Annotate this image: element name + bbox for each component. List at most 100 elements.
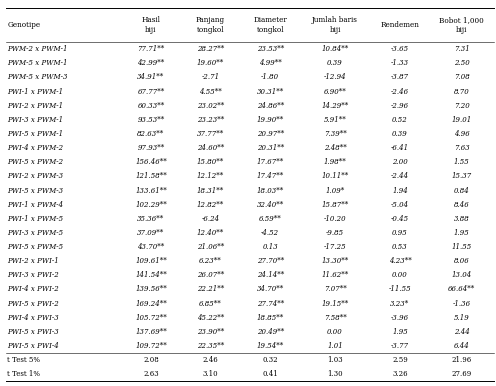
Text: 3.10: 3.10 bbox=[203, 370, 218, 378]
Text: 23.90**: 23.90** bbox=[197, 328, 224, 336]
Text: -2.44: -2.44 bbox=[391, 173, 409, 180]
Text: 0.00: 0.00 bbox=[327, 328, 343, 336]
Text: PWI-5 x PWI-2: PWI-5 x PWI-2 bbox=[7, 300, 59, 308]
Text: 24.60**: 24.60** bbox=[197, 144, 224, 152]
Text: 11.62**: 11.62** bbox=[321, 271, 349, 279]
Text: -3.65: -3.65 bbox=[391, 45, 409, 53]
Text: 43.70**: 43.70** bbox=[137, 243, 165, 251]
Text: 14.29**: 14.29** bbox=[321, 102, 349, 110]
Text: -11.55: -11.55 bbox=[388, 286, 411, 293]
Text: 12.40**: 12.40** bbox=[197, 229, 224, 237]
Text: 23.02**: 23.02** bbox=[197, 102, 224, 110]
Text: 19.15**: 19.15** bbox=[321, 300, 349, 308]
Text: PWI-1 x PWM-4: PWI-1 x PWM-4 bbox=[7, 201, 63, 209]
Text: -9.85: -9.85 bbox=[326, 229, 344, 237]
Text: 15.87**: 15.87** bbox=[321, 201, 349, 209]
Text: 133.61**: 133.61** bbox=[135, 186, 167, 195]
Text: 0.39: 0.39 bbox=[392, 130, 408, 138]
Text: PWI-5 x PWM-5: PWI-5 x PWM-5 bbox=[7, 243, 63, 251]
Text: PWI-2 x PWM-1: PWI-2 x PWM-1 bbox=[7, 102, 63, 110]
Text: 137.69**: 137.69** bbox=[135, 328, 167, 336]
Text: 22.21**: 22.21** bbox=[197, 286, 224, 293]
Text: 1.09*: 1.09* bbox=[325, 186, 345, 195]
Text: 2.63: 2.63 bbox=[143, 370, 159, 378]
Text: Bobot 1,000
biji: Bobot 1,000 biji bbox=[439, 16, 484, 34]
Text: 0.13: 0.13 bbox=[262, 243, 278, 251]
Text: PWM-2 x PWM-1: PWM-2 x PWM-1 bbox=[7, 45, 68, 53]
Text: -1.36: -1.36 bbox=[452, 300, 471, 308]
Text: 19.54**: 19.54** bbox=[256, 342, 284, 350]
Text: 18.85**: 18.85** bbox=[256, 314, 284, 322]
Text: 1.94: 1.94 bbox=[392, 186, 408, 195]
Text: 2.44: 2.44 bbox=[454, 328, 470, 336]
Text: -6.24: -6.24 bbox=[201, 215, 220, 223]
Text: -0.45: -0.45 bbox=[391, 215, 409, 223]
Text: Hasil
biji: Hasil biji bbox=[141, 16, 160, 34]
Text: 3.88: 3.88 bbox=[454, 215, 470, 223]
Text: 24.14**: 24.14** bbox=[256, 271, 284, 279]
Text: 0.84: 0.84 bbox=[454, 186, 470, 195]
Text: -17.25: -17.25 bbox=[324, 243, 346, 251]
Text: 0.52: 0.52 bbox=[392, 116, 408, 124]
Text: 20.31**: 20.31** bbox=[256, 144, 284, 152]
Text: 21.96: 21.96 bbox=[451, 356, 472, 364]
Text: -2.96: -2.96 bbox=[391, 102, 409, 110]
Text: 34.91**: 34.91** bbox=[137, 73, 165, 81]
Text: t Test 1%: t Test 1% bbox=[7, 370, 41, 378]
Text: 19.90**: 19.90** bbox=[256, 116, 284, 124]
Text: 121.58**: 121.58** bbox=[135, 173, 167, 180]
Text: 10.11**: 10.11** bbox=[321, 173, 349, 180]
Text: 45.22**: 45.22** bbox=[197, 314, 224, 322]
Text: PWM-5 x PWM-1: PWM-5 x PWM-1 bbox=[7, 59, 68, 67]
Text: 24.86**: 24.86** bbox=[256, 102, 284, 110]
Text: 27.69: 27.69 bbox=[451, 370, 472, 378]
Text: 23.53**: 23.53** bbox=[256, 45, 284, 53]
Text: 109.72**: 109.72** bbox=[135, 342, 167, 350]
Text: 19.01: 19.01 bbox=[451, 116, 472, 124]
Text: 1.01: 1.01 bbox=[327, 342, 343, 350]
Text: Panjang
tongkol: Panjang tongkol bbox=[196, 16, 225, 34]
Text: 11.55: 11.55 bbox=[451, 243, 472, 251]
Text: 42.99**: 42.99** bbox=[137, 59, 165, 67]
Text: 0.32: 0.32 bbox=[262, 356, 278, 364]
Text: 20.97**: 20.97** bbox=[256, 130, 284, 138]
Text: PWI-5 x PWM-3: PWI-5 x PWM-3 bbox=[7, 186, 63, 195]
Text: PWI-3 x PWI-2: PWI-3 x PWI-2 bbox=[7, 271, 59, 279]
Text: PWM-5 x PWM-3: PWM-5 x PWM-3 bbox=[7, 73, 68, 81]
Text: 2.59: 2.59 bbox=[392, 356, 408, 364]
Text: 17.47**: 17.47** bbox=[256, 173, 284, 180]
Text: 15.80**: 15.80** bbox=[197, 158, 224, 166]
Text: PWI-5 x PWI-4: PWI-5 x PWI-4 bbox=[7, 342, 59, 350]
Text: 32.40**: 32.40** bbox=[256, 201, 284, 209]
Text: 82.63**: 82.63** bbox=[137, 130, 165, 138]
Text: -1.33: -1.33 bbox=[391, 59, 409, 67]
Text: PWI-5 x PWM-2: PWI-5 x PWM-2 bbox=[7, 158, 63, 166]
Text: PWI-1 x PWM-5: PWI-1 x PWM-5 bbox=[7, 215, 63, 223]
Text: 8.70: 8.70 bbox=[454, 88, 470, 96]
Text: 1.55: 1.55 bbox=[454, 158, 470, 166]
Text: -2.46: -2.46 bbox=[391, 88, 409, 96]
Text: 1.95: 1.95 bbox=[454, 229, 470, 237]
Text: 12.12**: 12.12** bbox=[197, 173, 224, 180]
Text: 2.08: 2.08 bbox=[143, 356, 159, 364]
Text: 97.93**: 97.93** bbox=[137, 144, 165, 152]
Text: 22.35**: 22.35** bbox=[197, 342, 224, 350]
Text: 7.63: 7.63 bbox=[454, 144, 470, 152]
Text: 93.53**: 93.53** bbox=[137, 116, 165, 124]
Text: Genotipe: Genotipe bbox=[7, 21, 41, 29]
Text: 18.31**: 18.31** bbox=[197, 186, 224, 195]
Text: 15.37: 15.37 bbox=[451, 173, 472, 180]
Text: 109.61**: 109.61** bbox=[135, 257, 167, 265]
Text: 1.95: 1.95 bbox=[392, 328, 408, 336]
Text: 7.58**: 7.58** bbox=[324, 314, 346, 322]
Text: 10.84**: 10.84** bbox=[321, 45, 349, 53]
Text: 0.00: 0.00 bbox=[392, 271, 408, 279]
Text: 1.30: 1.30 bbox=[327, 370, 343, 378]
Text: -3.77: -3.77 bbox=[391, 342, 409, 350]
Text: 37.09**: 37.09** bbox=[137, 229, 165, 237]
Text: 141.54**: 141.54** bbox=[135, 271, 167, 279]
Text: 34.70**: 34.70** bbox=[256, 286, 284, 293]
Text: 27.74**: 27.74** bbox=[256, 300, 284, 308]
Text: 8.06: 8.06 bbox=[454, 257, 470, 265]
Text: -10.20: -10.20 bbox=[324, 215, 346, 223]
